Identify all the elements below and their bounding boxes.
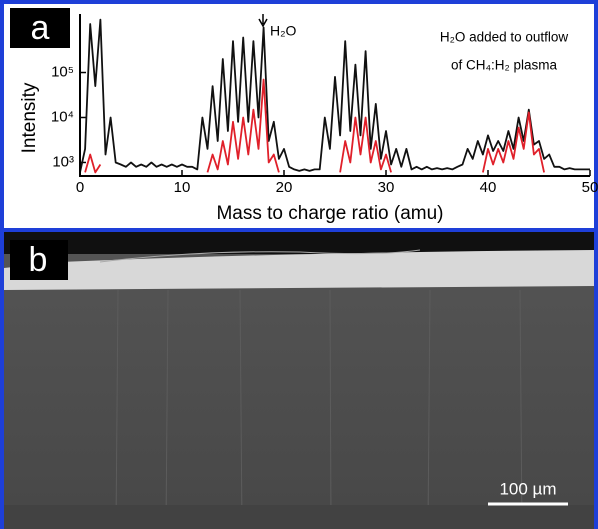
x-tick-label: 50 — [582, 179, 598, 196]
sem-streaks — [115, 289, 523, 529]
label-box — [10, 8, 70, 48]
y-tick-label: 10³ — [52, 153, 74, 170]
annotation: H₂O added to outflow — [440, 30, 569, 45]
annotation-arrow — [258, 14, 268, 28]
panel-label: b — [29, 241, 48, 279]
sem-crack — [99, 249, 421, 263]
annotation: H₂O — [270, 23, 297, 39]
x-tick-label: 20 — [276, 179, 293, 196]
x-tick-label: 0 — [76, 179, 84, 196]
x-tick-label: 30 — [378, 179, 395, 196]
sem-bottom — [4, 505, 594, 529]
axes — [79, 14, 590, 177]
series-line — [84, 78, 545, 174]
x-axis-label: Mass to charge ratio (amu) — [216, 203, 443, 224]
y-tick-label: 10⁴ — [51, 108, 74, 125]
y-axis-label: Intensity — [19, 82, 40, 153]
series-line — [79, 18, 590, 173]
scale-bar-label: 100 µm — [499, 479, 556, 498]
annotation: of CH₄:H₂ plasma — [451, 58, 558, 73]
x-tick-label: 40 — [480, 179, 497, 196]
y-tick-label: 10⁵ — [51, 63, 74, 80]
label-box — [10, 240, 68, 280]
panel-label: a — [31, 9, 50, 47]
panel-a — [4, 4, 594, 228]
sem-surface — [4, 250, 594, 290]
sem-top — [4, 232, 594, 254]
x-tick-label: 10 — [174, 179, 191, 196]
